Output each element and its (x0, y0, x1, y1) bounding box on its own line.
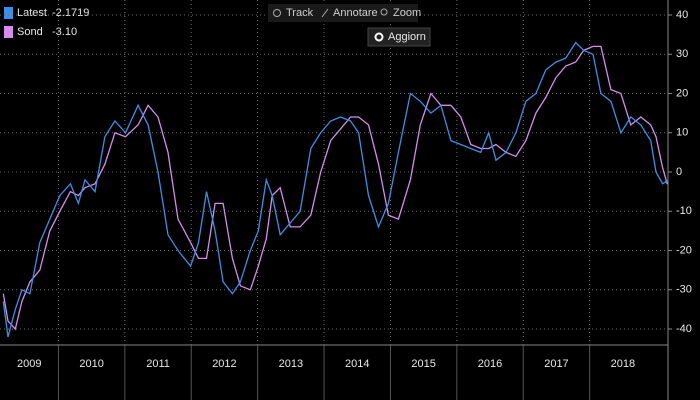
zoom-icon (380, 8, 388, 16)
zoom-label[interactable]: Zoom (393, 7, 421, 19)
series-line (2, 41, 668, 338)
y-tick-label: -40 (676, 323, 692, 335)
legend-swatch (4, 26, 13, 38)
x-tick-label: 2016 (478, 358, 502, 370)
series-line (2, 45, 668, 331)
legend: Latest -2.1719 Sond -3.10 (0, 0, 92, 48)
legend-label: Latest (17, 7, 47, 19)
track-label[interactable]: Track (286, 7, 314, 19)
y-tick-label: 10 (676, 127, 688, 139)
legend-bg (0, 0, 92, 48)
y-tick-label: 0 (676, 166, 682, 178)
refresh-label[interactable]: Aggiorn (388, 31, 426, 43)
x-tick-label: 2010 (79, 358, 103, 370)
x-tick-label: 2014 (345, 358, 369, 370)
legend-value: -2.1719 (52, 7, 89, 19)
y-tick-label: -30 (676, 284, 692, 296)
x-tick-label: 2017 (544, 358, 568, 370)
y-tick-label: 40 (676, 9, 688, 21)
y-tick-label: -20 (676, 244, 692, 256)
x-tick-label: 2013 (279, 358, 303, 370)
legend-swatch (4, 7, 13, 19)
x-tick-label: 2018 (611, 358, 635, 370)
zoom-tool[interactable]: Zoom (380, 7, 421, 19)
refresh-icon (374, 32, 384, 42)
x-tick-label: 2009 (17, 358, 41, 370)
refresh-bg[interactable] (367, 27, 431, 47)
legend-label: Sond (17, 26, 43, 38)
track-icon (273, 9, 281, 17)
x-tick-label: 2015 (411, 358, 435, 370)
y-tick-label: -10 (676, 205, 692, 217)
refresh-button[interactable]: Aggiorn (367, 27, 431, 47)
toolbar: Track Annotare Zoom Aggiorn (268, 4, 431, 47)
x-tick-label: 2011 (146, 358, 170, 370)
y-tick-label: 30 (676, 48, 688, 60)
annotate-icon (321, 8, 329, 18)
track-tool[interactable]: Track (273, 7, 314, 19)
y-tick-label: 20 (676, 87, 688, 99)
legend-value: -3.10 (52, 26, 77, 38)
x-tick-label: 2012 (212, 358, 236, 370)
annotate-label[interactable]: Annotare (333, 7, 378, 19)
annotate-tool[interactable]: Annotare (321, 7, 378, 19)
toolbar-bg (268, 4, 418, 22)
